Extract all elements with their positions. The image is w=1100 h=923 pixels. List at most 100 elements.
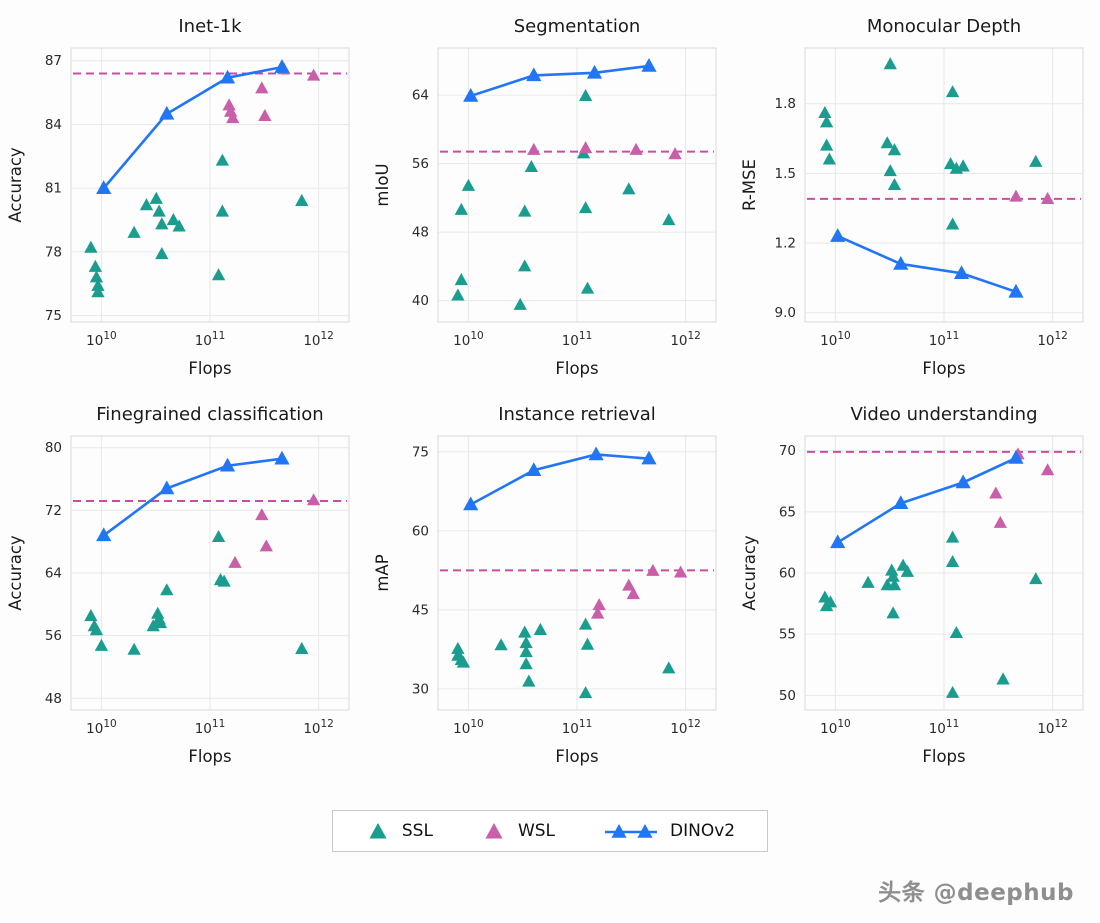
y-tick-label: 9.0 [774,305,795,321]
data-point-SSL [90,270,104,283]
data-point-SSL [956,159,970,172]
series-DINOv2 [463,57,657,102]
data-point-WSL [307,493,321,506]
series-line-DINOv2 [836,234,1017,294]
y-tick-label: 64 [45,566,62,582]
data-point-WSL [226,111,240,124]
data-point-WSL [626,587,640,600]
data-point-SSL [887,143,901,156]
data-point-SSL [861,575,875,588]
data-point-DINOv2 [96,527,112,542]
y-tick-label: 40 [412,293,429,309]
data-point-SSL [578,201,593,214]
plot-frame [804,47,1084,323]
data-point-SSL [886,569,900,582]
series-DINOv2 [829,450,1024,549]
x-tick-label: 1010 [86,718,117,737]
data-point-SSL [140,198,154,211]
y-tick-label: 81 [45,181,62,197]
data-point-SSL [89,259,103,272]
chart-title: Finegrained classification [97,404,324,425]
data-point-SSL [823,595,837,608]
series-WSL [527,141,682,160]
y-tick-label: 60 [412,523,429,539]
data-point-SSL [155,247,169,260]
data-point-WSL [255,508,269,521]
data-point-SSL [454,273,468,286]
legend-label: WSL [517,821,556,841]
x-axis-label: Flops [555,747,598,766]
legend-item-dinov2: DINOv2 [603,820,735,842]
data-point-WSL [646,563,660,576]
data-point-SSL [883,164,897,177]
series-DINOv2 [96,59,290,194]
data-point-WSL [629,142,643,155]
legend-item-ssl: SSL [365,820,433,842]
data-point-WSL [622,578,636,591]
data-point-WSL [591,606,605,619]
chart-title: Segmentation [514,16,641,37]
data-point-SSL [146,619,161,632]
y-tick-label: 1.8 [774,96,795,112]
data-point-SSL [819,115,833,128]
y-tick-label: 1.5 [774,166,795,182]
y-tick-label: 56 [45,628,62,644]
data-point-WSL [1040,463,1054,476]
chart-svg: Instance retrieval 30 45 60 75 1010 1011 1012 Fl… [373,404,717,766]
y-tick-label: 60 [778,566,795,582]
x-axis-label: Flops [189,747,232,766]
y-tick-label: 45 [412,602,429,618]
series-SSL [84,153,309,298]
plot-frame [437,435,717,711]
y-axis-label: mIoU [373,163,392,206]
series-line-DINOv2 [470,64,650,98]
series-DINOv2 [96,450,290,542]
chart-svg: Finegrained classification 48 56 64 72 80 1010… [6,404,350,766]
data-point-DINOv2 [463,87,479,102]
data-point-DINOv2 [829,534,845,549]
data-point-SSL [84,609,98,622]
y-tick-label: 84 [45,117,62,133]
data-point-SSL [95,638,109,651]
series-WSL [222,62,321,124]
data-point-SSL [518,625,532,638]
data-point-SSL [217,574,232,587]
data-point-SSL [524,160,539,173]
plot-frame [70,47,350,323]
data-point-SSL [295,193,309,206]
chart-title: Inet-1k [179,16,243,37]
y-tick-label: 78 [45,244,62,260]
series-DINOv2 [829,228,1024,298]
x-tick-label: 1012 [1037,330,1068,349]
series-line-DINOv2 [836,456,1017,544]
series-line-DINOv2 [103,65,283,190]
data-point-WSL [993,515,1007,528]
x-tick-label: 1010 [453,330,484,349]
data-point-SSL [578,88,593,101]
y-tick-label: 48 [45,691,62,707]
data-point-DINOv2 [588,446,604,461]
series-line-DINOv2 [103,457,283,537]
data-point-SSL [172,219,187,232]
legend-item-wsl: WSL [481,820,555,842]
y-tick-label: 65 [778,504,795,520]
data-point-DINOv2 [220,69,236,84]
y-tick-label: 30 [412,681,429,697]
x-tick-label: 1012 [670,718,701,737]
data-point-WSL [668,147,682,160]
chart-svg: Inet-1k 75 78 81 84 87 1010 1011 1012 Flops Accura… [6,16,350,378]
data-point-SSL [149,191,164,204]
data-point-SSL [884,563,899,576]
y-axis-label: mAP [373,554,392,591]
x-axis-label: Flops [189,359,232,378]
data-point-SSL [1028,154,1043,167]
data-point-SSL [945,554,959,568]
data-point-SSL [451,641,465,654]
data-point-SSL [461,178,476,191]
y-tick-label: 64 [412,88,429,104]
data-point-WSL [307,68,321,81]
chart-finegrained-classification: Finegrained classification 48 56 64 72 80 1010… [5,400,361,788]
gridlines [804,436,1083,710]
data-point-SSL [127,225,142,238]
y-axis-label: R-MSE [740,159,759,211]
